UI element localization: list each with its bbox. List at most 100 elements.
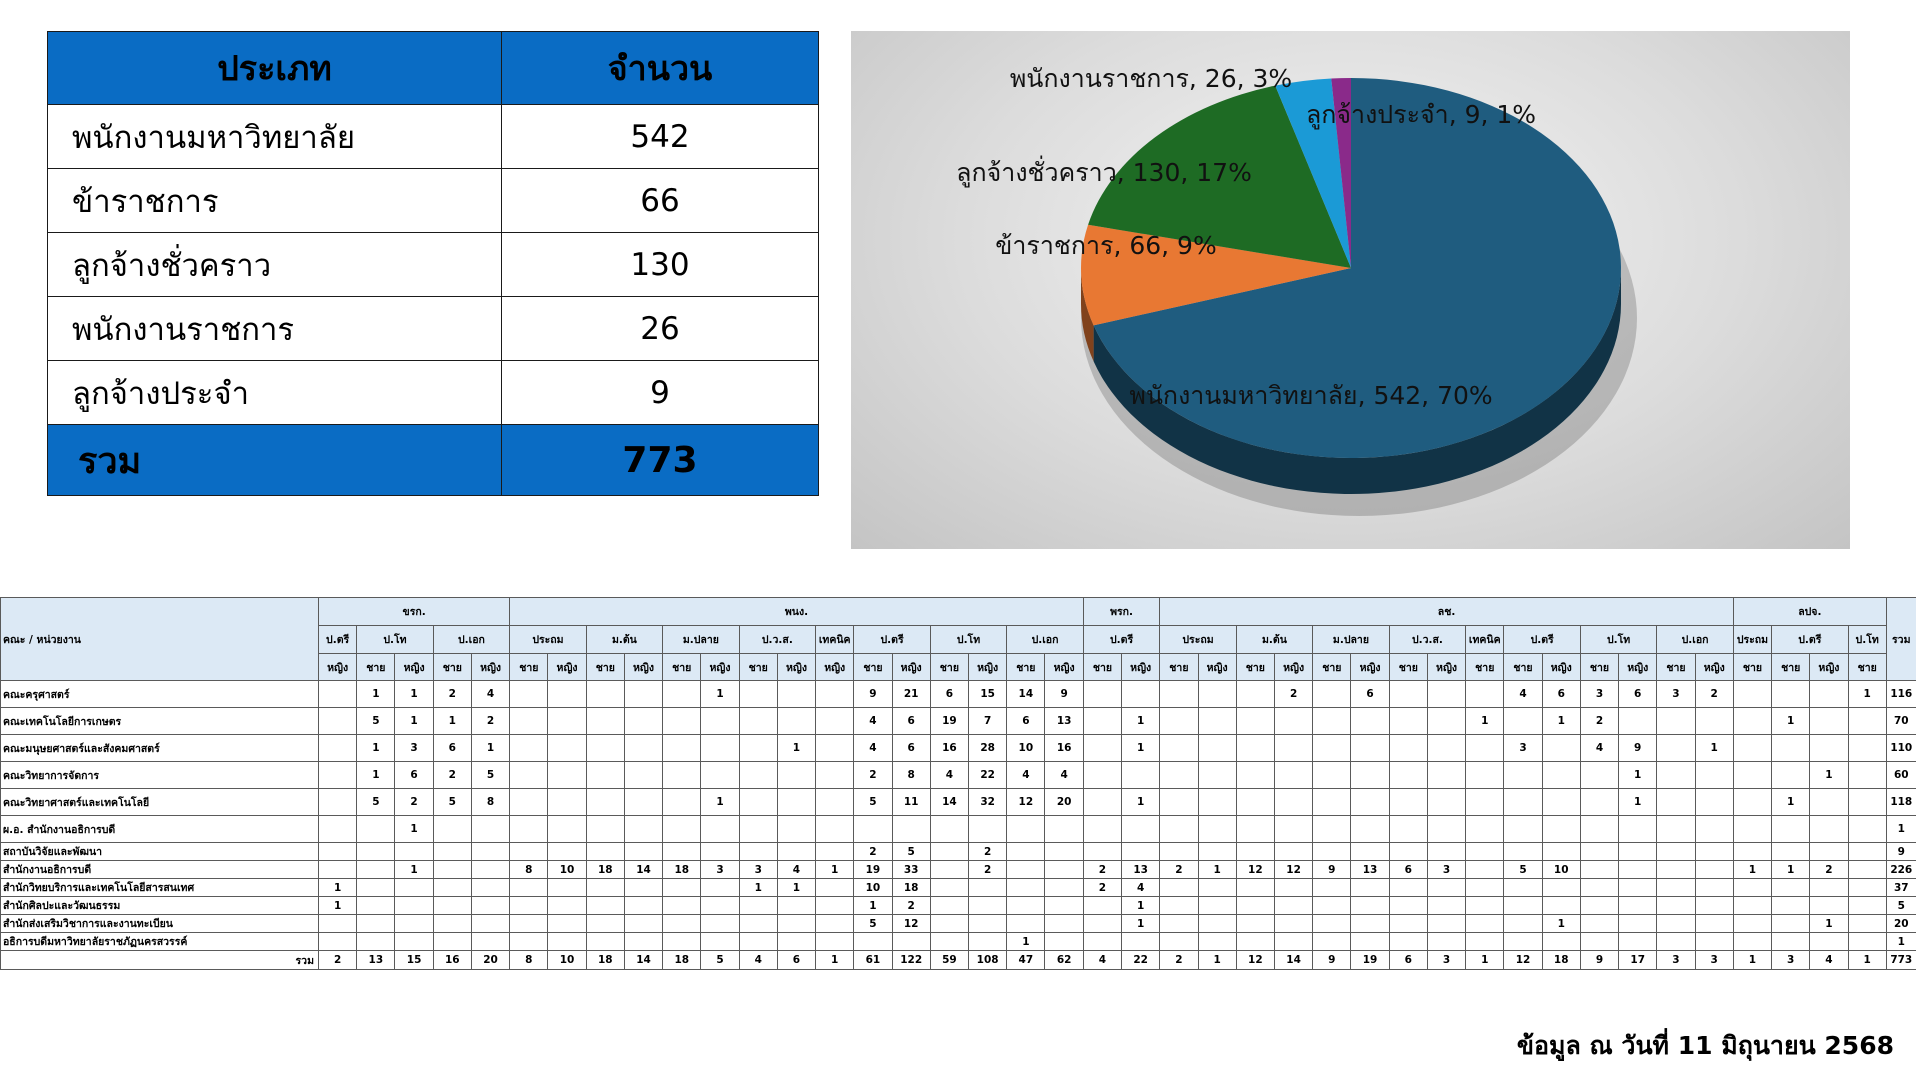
detail-cell: [1847, 842, 1887, 861]
detail-cell: [356, 914, 396, 933]
detail-header-gender: ชาย: [853, 653, 893, 681]
detail-cell: [891, 932, 931, 951]
detail-cell: [1694, 707, 1734, 735]
detail-row-total: 110: [1885, 734, 1916, 762]
detail-cell: [1044, 932, 1084, 951]
detail-cell: [1656, 788, 1696, 816]
detail-cell: 1: [853, 896, 893, 915]
detail-sum-cell: 8: [509, 950, 549, 970]
pie-slice: [1081, 224, 1351, 326]
detail-cell: 1: [1809, 761, 1849, 789]
detail-cell: [968, 914, 1008, 933]
detail-cell: [929, 860, 970, 879]
detail-cell: [1159, 788, 1199, 816]
detail-header-level: ป.ว.ส.: [1388, 625, 1467, 654]
detail-cell: [968, 932, 1008, 951]
detail-cell: [509, 788, 549, 816]
detail-cell: [1541, 734, 1581, 762]
detail-header-gender: หญิง: [1618, 653, 1658, 681]
detail-cell: [1388, 815, 1428, 843]
detail-row: สำนักวิทยบริการและเทคโนโลยีสารสนเทศ 1 1 1 10…: [0, 878, 1916, 897]
detail-cell: 2: [1082, 860, 1123, 879]
detail-cell: 1: [1771, 707, 1811, 735]
detail-cell: [623, 842, 664, 861]
summary-row-label: พนักงานมหาวิทยาลัย: [47, 104, 502, 169]
pie-slice-side: [1093, 268, 1621, 494]
detail-cell: [432, 932, 472, 951]
detail-cell: [1235, 680, 1275, 708]
detail-cell: 3: [1426, 860, 1467, 879]
detail-cell: 9: [1044, 680, 1084, 708]
detail-cell: [1235, 914, 1275, 933]
detail-cell: [1159, 734, 1199, 762]
detail-cell: [1732, 707, 1773, 735]
summary-total-row: รวม 773: [47, 424, 819, 496]
detail-sum-cell: 61: [853, 950, 893, 970]
detail-row: สำนักงานอธิการบดี 1 8 10 18 14 18 3 3 4 1 19 33 2 2 13 2…: [0, 860, 1916, 879]
detail-cell: [1732, 878, 1773, 897]
detail-cell: [1656, 860, 1696, 879]
detail-cell: [509, 842, 549, 861]
detail-row-total: 116: [1885, 680, 1916, 708]
detail-cell: 8: [891, 761, 931, 789]
detail-cell: 3: [1579, 680, 1620, 708]
detail-cell: [1273, 815, 1314, 843]
detail-sum-cell: 15: [394, 950, 434, 970]
detail-cell: [700, 896, 740, 915]
detail-header-group: ขรก.: [317, 597, 511, 626]
detail-cell: [1732, 680, 1773, 708]
detail-row-total: 118: [1885, 788, 1916, 816]
detail-cell: [1809, 788, 1849, 816]
detail-cell: [1809, 707, 1849, 735]
detail-cell: [929, 815, 970, 843]
detail-cell: [662, 878, 702, 897]
detail-cell: [776, 761, 817, 789]
detail-row: คณะเทคโนโลยีการเกษตร 5 1 1 2 4 6 19 7 6 13 1 1 1 2 1 70: [0, 707, 1916, 735]
detail-cell: [509, 932, 549, 951]
detail-cell: 2: [1273, 680, 1314, 708]
detail-cell: [1388, 842, 1428, 861]
detail-cell: [432, 842, 472, 861]
detail-sum-cell: 12: [1235, 950, 1275, 970]
detail-cell: [738, 896, 778, 915]
detail-cell: [738, 734, 778, 762]
detail-sum-cell: 13: [356, 950, 396, 970]
detail-cell: [1082, 815, 1123, 843]
detail-row: อธิการบดีมหาวิทยาลัยราชภัฏนครสวรรค์ 1 1: [0, 932, 1916, 951]
detail-header-gender: ชาย: [1656, 653, 1696, 681]
detail-cell: [815, 680, 855, 708]
detail-header-level: ป.เอก: [1006, 625, 1084, 654]
detail-header-gender: ชาย: [1771, 653, 1811, 681]
detail-cell: [1082, 896, 1123, 915]
detail-cell: [1273, 788, 1314, 816]
detail-header-group: ลช.: [1159, 597, 1734, 626]
detail-cell: 6: [432, 734, 472, 762]
detail-cell: [623, 878, 664, 897]
detail-sum-cell: 1: [815, 950, 855, 970]
detail-cell: 1: [1541, 914, 1581, 933]
detail-cell: [1273, 842, 1314, 861]
detail-cell: 1: [1809, 914, 1849, 933]
detail-row-unit: สำนักศิลปะและวัฒนธรรม: [0, 896, 319, 915]
detail-header-gender: ชาย: [356, 653, 396, 681]
detail-cell: [1618, 815, 1658, 843]
detail-cell: [1618, 842, 1658, 861]
detail-cell: [1732, 734, 1773, 762]
detail-cell: [968, 896, 1008, 915]
detail-cell: [776, 842, 817, 861]
summary-row-label: ข้าราชการ: [47, 168, 502, 233]
detail-header-gender: ชาย: [1732, 653, 1773, 681]
detail-cell: [1694, 896, 1734, 915]
detail-cell: [432, 914, 472, 933]
detail-header-level: ป.ตรี: [1082, 625, 1161, 654]
detail-cell: 1: [1006, 932, 1046, 951]
detail-header-level: ประถม: [1159, 625, 1237, 654]
detail-cell: [1388, 932, 1428, 951]
detail-header-gender: ชาย: [929, 653, 970, 681]
detail-cell: [1541, 878, 1581, 897]
detail-cell: [1618, 707, 1658, 735]
detail-cell: 2: [1809, 860, 1849, 879]
detail-cell: [1426, 932, 1467, 951]
detail-cell: [1312, 734, 1352, 762]
detail-sum-cell: 16: [432, 950, 472, 970]
